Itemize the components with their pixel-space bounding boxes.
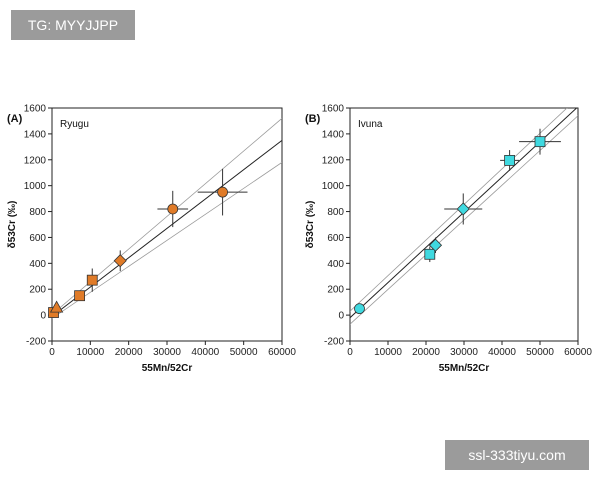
y-tick-label: 600 xyxy=(29,233,46,244)
fit-lines xyxy=(52,118,282,319)
y-tick-label: 1200 xyxy=(24,155,47,166)
y-tick-label: 200 xyxy=(327,285,344,296)
y-tick-label: 1400 xyxy=(322,129,345,140)
marker-diamond xyxy=(113,254,127,268)
chart-panel-a: 0 10000 20000 30000 40000 50000 60000-20002004… xyxy=(7,104,296,375)
chart-panel-b: 0 10000 20000 30000 40000 50000 60000-20002004… xyxy=(305,104,592,375)
y-axis-label: δ53Cr (‰) xyxy=(305,201,316,249)
y-tick-label: 0 xyxy=(338,311,344,322)
data-point xyxy=(157,190,189,228)
y-tick-label: 1400 xyxy=(24,129,47,140)
x-tick-label: 30000 xyxy=(153,347,181,358)
marker-diamond xyxy=(456,202,470,216)
data-point xyxy=(113,250,127,272)
marker-square xyxy=(86,274,98,286)
x-tick-label: 10000 xyxy=(76,347,104,358)
confidence-band-lower xyxy=(52,162,282,319)
data-point xyxy=(428,237,443,253)
marker-square xyxy=(504,155,516,166)
data-point xyxy=(444,193,483,225)
data-point xyxy=(197,168,248,216)
y-tick-label: 1600 xyxy=(24,104,47,115)
x-tick-label: 60000 xyxy=(564,347,592,358)
y-tick-label: 1000 xyxy=(322,181,345,192)
x-tick-label: 10000 xyxy=(374,347,402,358)
x-tick-label: 60000 xyxy=(268,347,296,358)
data-point xyxy=(354,303,365,315)
data-point xyxy=(500,150,520,171)
y-tick-label: 800 xyxy=(327,207,344,218)
data-point xyxy=(519,128,561,155)
y-tick-label: 400 xyxy=(29,259,46,270)
y-tick-label: 400 xyxy=(327,259,344,270)
y-tick-label: 0 xyxy=(40,311,46,322)
y-tick-label: 1600 xyxy=(322,104,345,115)
x-tick-label: 50000 xyxy=(230,347,258,358)
watermark-top: TG: MYYJJPP xyxy=(11,10,135,40)
sample-name: Ivuna xyxy=(358,119,383,130)
x-tick-label: 20000 xyxy=(412,347,440,358)
marker-circle xyxy=(217,186,228,198)
panel-label: (B) xyxy=(305,113,321,125)
y-tick-label: 200 xyxy=(29,285,46,296)
marker-diamond xyxy=(428,238,443,252)
y-axis-label: δ53Cr (‰) xyxy=(7,201,18,249)
y-tick-label: 1000 xyxy=(24,181,47,192)
data-point xyxy=(424,246,436,263)
marker-circle xyxy=(354,303,365,315)
sample-name: Ryugu xyxy=(60,119,89,130)
marker-circle xyxy=(167,203,179,215)
x-axis-label: 55Mn/52Cr xyxy=(439,363,490,374)
plot-frame xyxy=(51,107,283,342)
marker-square xyxy=(74,290,85,302)
y-tick-label: 600 xyxy=(327,233,344,244)
x-tick-label: 0 xyxy=(49,347,55,358)
confidence-band-upper xyxy=(52,118,282,315)
x-axis-label: 55Mn/52Cr xyxy=(142,363,193,374)
data-point xyxy=(49,300,64,313)
y-tick-label: 1200 xyxy=(322,155,345,166)
data-point xyxy=(86,268,98,292)
x-tick-label: 0 xyxy=(347,347,353,358)
watermark-bottom: ssl-333tiyu.com xyxy=(445,440,589,470)
regression-line xyxy=(52,139,282,317)
x-tick-label: 40000 xyxy=(191,347,219,358)
x-tick-label: 20000 xyxy=(115,347,143,358)
x-tick-label: 40000 xyxy=(488,347,516,358)
panel-label: (A) xyxy=(7,113,23,125)
marker-square xyxy=(424,248,436,260)
y-tick-label: 800 xyxy=(29,207,46,218)
data-point xyxy=(74,290,85,302)
marker-square xyxy=(534,136,546,148)
y-tick-label: -200 xyxy=(324,337,344,348)
x-tick-label: 30000 xyxy=(450,347,478,358)
y-tick-label: -200 xyxy=(26,337,46,348)
marker-triangle xyxy=(49,300,64,313)
x-tick-label: 50000 xyxy=(526,347,554,358)
